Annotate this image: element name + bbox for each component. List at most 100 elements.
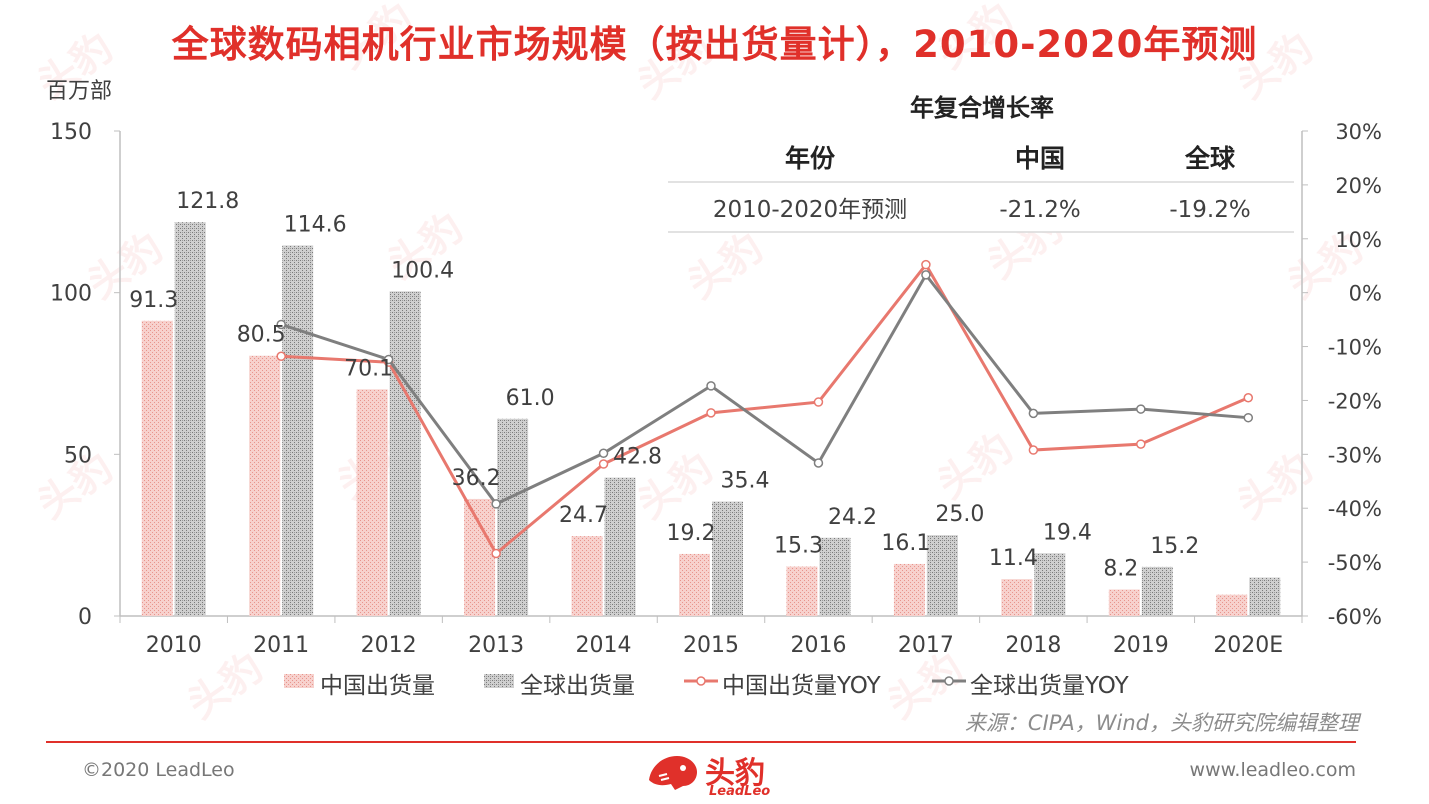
page-title: 全球数码相机行业市场规模（按出货量计），2010-2020年预测 [171, 23, 1258, 66]
label-global-2014: 42.8 [613, 445, 662, 470]
label-global-2018: 19.4 [1043, 520, 1092, 545]
chart-data-labels: 91.3 80.5 70.1 36.2 24.7 19.2 15.3 16.1 11.4 8.2 1… [129, 189, 1199, 581]
y2-tick-label: 30% [1335, 120, 1382, 144]
watermark-13: 头豹 [929, 425, 1021, 509]
y2-tick-label: -20% [1328, 389, 1382, 413]
x-tick-label: 2014 [576, 633, 632, 658]
y-tick-label: 150 [50, 120, 92, 145]
point-china-yoy [1243, 393, 1254, 403]
watermark-2: 头豹 [629, 25, 721, 109]
point-china-yoy [491, 548, 501, 559]
bar-global-2016 [819, 537, 851, 616]
chart-bars [141, 222, 1281, 616]
bar-china-2019 [1108, 589, 1140, 616]
point-global-yoy [491, 499, 501, 509]
point-global-yoy [921, 270, 931, 280]
watermark-7: 头豹 [679, 225, 771, 309]
source-note: 来源：CIPA，Wind，头豹研究院编辑整理 [964, 711, 1359, 735]
y2-tick-label: -30% [1328, 443, 1382, 467]
cagr-table-bg [668, 128, 1294, 232]
bar-global-2011 [282, 245, 314, 616]
label-china-2011: 80.5 [237, 323, 286, 348]
point-china-yoy [598, 459, 609, 469]
point-china-yoy [276, 351, 286, 362]
point-china-yoy [921, 259, 931, 270]
logo-text-cn: 头豹 [705, 756, 765, 791]
logo-text-en: LeadLeo [709, 784, 771, 799]
watermark-14: 头豹 [1229, 445, 1321, 529]
legend-marker-2 [696, 676, 706, 686]
label-china-2010: 91.3 [129, 288, 178, 313]
label-china-2019: 8.2 [1103, 556, 1138, 581]
cagr-cell-0-0: 2010-2020年预测 [713, 197, 907, 223]
footer-divider [46, 741, 1356, 743]
bar-global-2019 [1141, 566, 1173, 616]
x-tick-label: 2018 [1005, 633, 1061, 658]
y2-tick-label: 10% [1335, 228, 1382, 252]
label-china-2014: 24.7 [559, 503, 608, 528]
y2-tick-label: 0% [1349, 282, 1382, 306]
legend-label-0: 中国出货量 [320, 673, 435, 699]
watermark-4: 头豹 [1229, 25, 1321, 109]
bar-china-2018 [1001, 579, 1033, 616]
y-tick-label: 0 [78, 605, 92, 630]
x-tick-label: 2019 [1113, 633, 1169, 658]
point-global-yoy [1136, 404, 1146, 414]
x-tick-label: 2015 [683, 633, 739, 658]
point-china-yoy [1136, 439, 1146, 449]
bar-china-2015 [679, 553, 710, 616]
bar-global-2012 [389, 291, 421, 616]
point-global-yoy [813, 458, 824, 468]
label-global-2017: 25.0 [935, 502, 984, 527]
y-tick-label: 100 [50, 282, 92, 307]
y2-tick-label: -10% [1328, 336, 1382, 360]
point-global-yoy [1243, 412, 1254, 423]
bar-global-2014 [604, 477, 636, 616]
watermark-3: 头豹 [929, 0, 1021, 78]
bar-china-2020E [1216, 594, 1248, 616]
label-global-2011: 114.6 [284, 212, 347, 237]
bar-china-2014 [571, 536, 603, 616]
label-global-2012: 100.4 [391, 258, 454, 283]
legend-swatch-0 [284, 674, 314, 688]
label-global-2013: 61.0 [506, 386, 555, 411]
point-global-yoy [598, 448, 609, 459]
cagr-cell-0-2: -19.2% [1169, 197, 1250, 223]
point-global-yoy [383, 354, 394, 365]
bar-global-2017 [926, 535, 958, 616]
bar-china-2017 [893, 563, 925, 616]
line-global-yoy [280, 272, 1249, 506]
label-china-2017: 16.1 [881, 531, 930, 556]
bar-china-2016 [786, 566, 818, 616]
x-tick-label: 2011 [253, 633, 309, 658]
label-global-2019: 15.2 [1150, 534, 1199, 559]
y2-tick-label: -50% [1328, 551, 1382, 575]
copyright-text: ©2020 LeadLeo [82, 759, 235, 781]
legend-label-2: 中国出货量YOY [722, 673, 882, 699]
bar-global-2018 [1034, 553, 1066, 616]
label-global-2016: 24.2 [828, 505, 877, 530]
bar-global-2013 [497, 418, 529, 616]
point-global-yoy [276, 319, 286, 330]
chart-legend: 中国出货量 全球出货量 中国出货量YOY 全球出货量YOY [284, 673, 1130, 699]
website-link[interactable]: www.leadleo.com [1189, 759, 1356, 781]
y2-tick-label: 20% [1335, 174, 1382, 198]
cagr-table-title: 年复合增长率 [910, 94, 1054, 122]
legend-label-3: 全球出货量YOY [970, 673, 1130, 699]
point-china-yoy [706, 408, 716, 418]
legend-swatch-1 [484, 674, 514, 688]
y-axis-unit: 百万部 [46, 79, 112, 104]
bar-china-2012 [356, 389, 388, 616]
label-global-2015: 35.4 [721, 469, 770, 494]
x-tick-label: 2013 [468, 633, 524, 658]
cagr-header-0: 年份 [785, 144, 835, 173]
cagr-header-2: 全球 [1184, 144, 1236, 173]
x-tick-label: 2012 [361, 633, 417, 658]
chart-axes: 0 50 100 150 -60% -50% -40% -30% -20% -10% 0% 10% 20… [46, 79, 1382, 658]
bar-global-2020E [1249, 577, 1281, 616]
label-china-2015: 19.2 [667, 521, 716, 546]
x-tick-label: 2020E [1213, 633, 1283, 658]
label-china-2018: 11.4 [989, 546, 1038, 571]
